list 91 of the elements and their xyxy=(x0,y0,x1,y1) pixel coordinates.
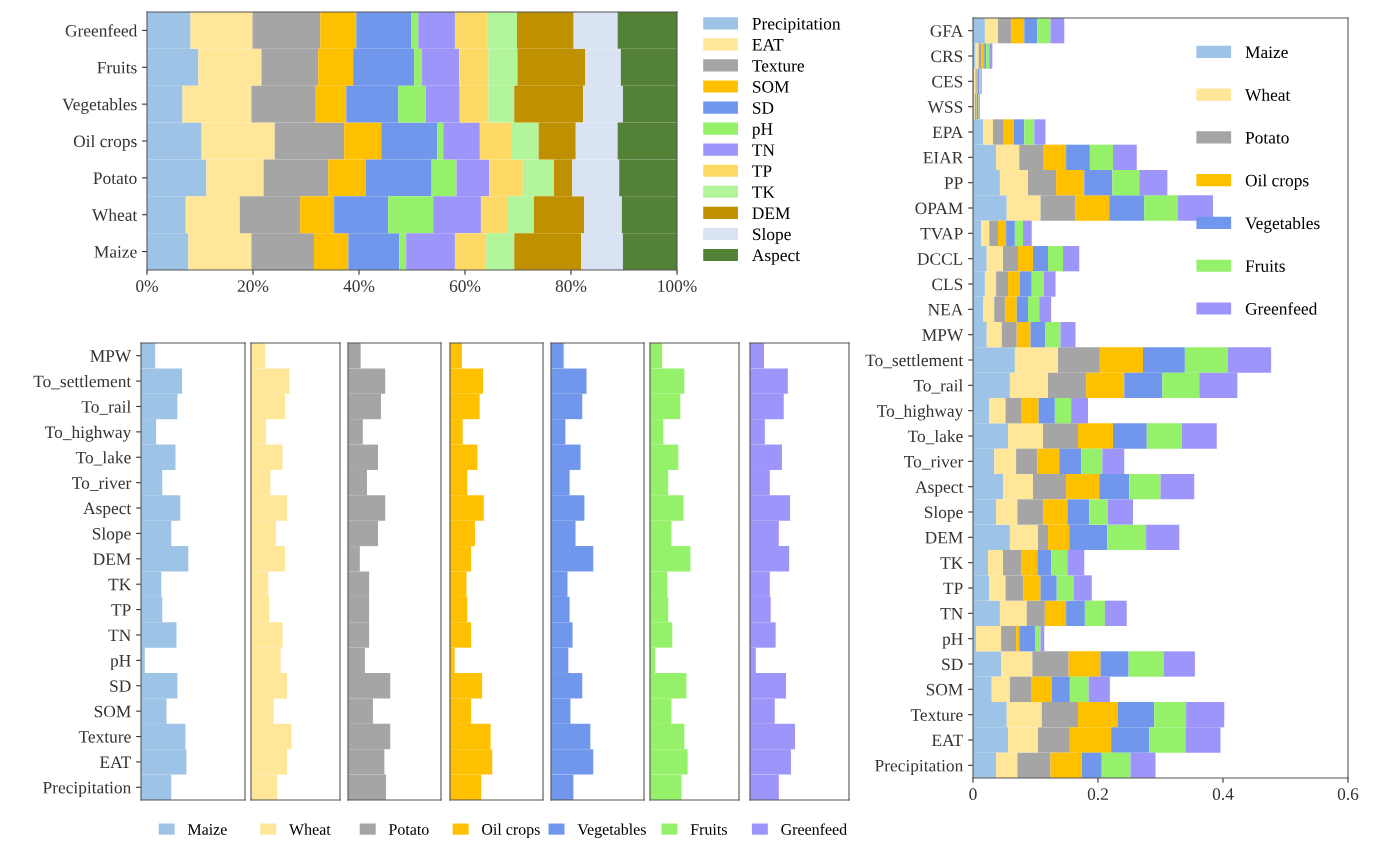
x-tick-label: 0% xyxy=(136,280,158,292)
y-tick-label: To_highway xyxy=(45,425,132,442)
y-tick-label: To_highway xyxy=(877,404,964,421)
x-tick-label: 0 xyxy=(969,788,977,800)
x-tick-label: 0.4 xyxy=(1212,788,1234,801)
y-tick-label: Greenfeed xyxy=(65,24,138,37)
legend-label: Oil crops xyxy=(1245,174,1309,190)
y-tick-label: Potato xyxy=(93,172,137,185)
x-tick-label: 100% xyxy=(658,280,697,292)
x-tick-label: 0.6 xyxy=(1337,788,1359,801)
legend-label: Slope xyxy=(753,227,791,244)
y-tick-label: To_river xyxy=(904,455,964,470)
y-tick-label: Aspect xyxy=(83,502,132,518)
y-tick-label: Oil crops xyxy=(73,134,137,151)
legend-label: Greenfeed xyxy=(781,823,847,835)
legend-label: EAT xyxy=(752,39,784,51)
y-tick-label: OPAM xyxy=(915,202,963,215)
y-tick-label: NEA xyxy=(928,303,964,316)
y-tick-label: CES xyxy=(932,75,963,88)
legend-label: Potato xyxy=(388,824,429,835)
legend-label: Wheat xyxy=(289,823,331,835)
y-tick-label: Wheat xyxy=(91,208,138,221)
y-tick-label: pH xyxy=(110,655,131,671)
y-tick-label: EIAR xyxy=(923,151,964,164)
y-tick-label: GFA xyxy=(930,25,964,37)
y-tick-label: To_lake xyxy=(907,429,963,445)
y-tick-label: To_rail xyxy=(81,400,131,415)
legend-label: TK xyxy=(752,186,775,198)
y-tick-label: Fruits xyxy=(97,61,137,74)
y-tick-label: CLS xyxy=(932,278,963,291)
y-tick-label: SD xyxy=(110,680,131,692)
legend-label: Oil crops xyxy=(482,823,540,839)
y-tick-label: EAT xyxy=(99,756,131,768)
y-tick-label: MPW xyxy=(922,329,964,341)
y-tick-label: TP xyxy=(111,604,131,616)
x-tick-label: 0.2 xyxy=(1087,788,1108,801)
legend-label: Potato xyxy=(1245,132,1289,144)
y-tick-label: TVAP xyxy=(920,227,963,240)
y-tick-label: WSS xyxy=(927,101,963,113)
legend-label: TN xyxy=(752,144,775,156)
legend-label: Fruits xyxy=(1245,260,1285,272)
y-tick-label: Texture xyxy=(910,709,963,721)
y-tick-label: To_settlement xyxy=(33,375,132,390)
legend-label: Texture xyxy=(752,60,804,72)
y-tick-label: Aspect xyxy=(915,481,964,497)
y-tick-label: EAT xyxy=(931,734,963,747)
y-tick-label: To_rail xyxy=(913,379,963,394)
legend-label: pH xyxy=(752,123,773,139)
x-tick-label: 40% xyxy=(343,280,375,292)
legend-label: Fruits xyxy=(690,824,727,835)
y-tick-label: TN xyxy=(940,607,963,620)
legend-label: Vegetables xyxy=(577,823,646,839)
y-tick-label: CRS xyxy=(931,50,963,63)
y-tick-label: Maize xyxy=(94,246,137,258)
y-tick-label: EPA xyxy=(932,126,964,139)
y-tick-label: TK xyxy=(108,578,132,591)
y-tick-label: SOM xyxy=(94,705,131,718)
y-tick-label: To_lake xyxy=(75,451,131,466)
y-tick-label: Vegetables xyxy=(62,98,137,114)
legend-label: Vegetables xyxy=(1245,216,1320,233)
y-tick-label: TN xyxy=(108,629,131,641)
y-tick-label: DEM xyxy=(93,553,131,565)
y-tick-label: Texture xyxy=(78,731,131,743)
y-tick-label: To_river xyxy=(72,477,132,491)
legend-label: Maize xyxy=(187,824,227,835)
legend-label: TP xyxy=(752,165,772,177)
legend-label: Greenfeed xyxy=(1245,302,1318,315)
y-tick-label: To_settlement xyxy=(865,353,964,369)
x-tick-label: 60% xyxy=(449,280,481,292)
legend-label: Wheat xyxy=(1245,88,1291,101)
legend-label: SD xyxy=(753,102,774,114)
y-tick-label: Precipitation xyxy=(43,781,132,798)
y-tick-label: Slope xyxy=(924,505,963,522)
y-tick-label: MPW xyxy=(90,350,132,362)
y-tick-label: PP xyxy=(944,177,963,189)
legend-label: Precipitation xyxy=(752,17,841,34)
y-tick-label: Precipitation xyxy=(875,759,964,776)
y-tick-label: TK xyxy=(940,557,964,569)
x-tick-label: 80% xyxy=(555,280,587,292)
y-tick-label: DCCL xyxy=(917,253,963,265)
legend-label: Maize xyxy=(1245,46,1288,59)
y-tick-label: pH xyxy=(942,633,963,649)
legend-label: Aspect xyxy=(752,249,800,265)
legend-label: SOM xyxy=(753,81,789,93)
x-tick-label: 20% xyxy=(237,280,269,292)
y-tick-label: TP xyxy=(943,582,963,595)
y-tick-label: DEM xyxy=(925,531,963,544)
y-tick-label: SD xyxy=(942,658,963,671)
legend-label: DEM xyxy=(752,207,790,219)
y-tick-label: Slope xyxy=(92,527,131,544)
y-tick-label: SOM xyxy=(926,683,963,696)
